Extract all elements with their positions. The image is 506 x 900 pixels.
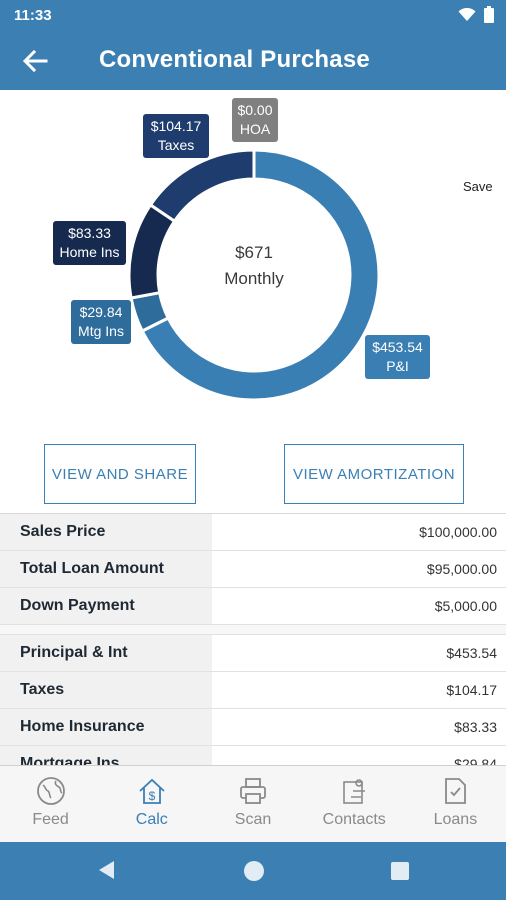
table-row-taxes: Taxes $104.17 (0, 672, 506, 709)
row-label: Mortgage Ins (0, 746, 212, 765)
nav-item-calc[interactable]: $ Calc (101, 766, 202, 842)
table-row-total-loan-amount: Total Loan Amount $95,000.00 (0, 551, 506, 588)
page-title: Conventional Purchase (99, 46, 370, 73)
slice-value-taxes: $104.17 (150, 118, 202, 134)
slice-value-hoa: $0.00 (237, 102, 273, 118)
status-icons (458, 6, 494, 23)
table-row-down-payment: Down Payment $5,000.00 (0, 588, 506, 625)
loan-details-table: Sales Price $100,000.00 Total Loan Amoun… (0, 513, 506, 765)
donut-slice-taxes (148, 148, 256, 224)
battery-icon (484, 6, 494, 23)
nav-label-contacts: Contacts (322, 811, 386, 828)
row-value: $83.33 (454, 719, 497, 735)
table-divider (0, 625, 506, 635)
row-label: Sales Price (0, 514, 212, 550)
slice-name-pi: P&I (386, 358, 409, 374)
table-row-principal-int: Principal & Int $453.54 (0, 635, 506, 672)
system-back-icon[interactable] (96, 859, 116, 881)
back-arrow-icon (22, 50, 48, 72)
row-label: Down Payment (0, 588, 212, 624)
slice-value-pi: $453.54 (372, 339, 423, 355)
slice-name-mtg-ins: Mtg Ins (78, 323, 124, 339)
status-bar: 11:33 (0, 0, 506, 32)
row-value: $29.84 (454, 756, 497, 765)
row-value: $100,000.00 (419, 524, 497, 540)
save-button[interactable]: Save (463, 179, 493, 194)
row-value: $104.17 (446, 682, 497, 698)
table-row-home-insurance: Home Insurance $83.33 (0, 709, 506, 746)
system-nav-bar (0, 842, 506, 900)
calculator-house-icon: $ (139, 778, 165, 804)
nav-item-loans[interactable]: Loans (405, 766, 506, 842)
slice-label-home-ins: $83.33 Home Ins (53, 221, 126, 265)
view-and-share-button[interactable]: VIEW AND SHARE (44, 444, 196, 504)
nav-item-contacts[interactable]: Contacts (304, 766, 405, 842)
nav-label-scan: Scan (234, 811, 272, 828)
slice-name-home-ins: Home Ins (59, 244, 120, 260)
row-label: Home Insurance (0, 709, 212, 745)
payment-chart: $671 Monthly $0.00 HOA $104.17 Taxes $83… (0, 90, 506, 430)
slice-name-taxes: Taxes (157, 137, 195, 153)
slice-value-mtg-ins: $29.84 (79, 304, 123, 320)
slice-label-taxes: $104.17 Taxes (143, 114, 209, 158)
monthly-total-label: Monthly (224, 269, 284, 288)
contacts-icon (343, 779, 366, 804)
donut-slice-home-ins (127, 202, 177, 300)
document-check-icon (445, 778, 467, 804)
row-label: Taxes (0, 672, 212, 708)
bottom-nav: Feed $ Calc Scan Contacts Loans (0, 765, 506, 842)
app-bar: Conventional Purchase (0, 32, 506, 90)
monthly-total-amount: $671 (235, 243, 273, 262)
nav-label-feed: Feed (32, 811, 69, 828)
globe-icon (36, 777, 65, 805)
svg-text:$: $ (148, 789, 155, 803)
nav-item-scan[interactable]: Scan (202, 766, 303, 842)
slice-label-hoa: $0.00 HOA (232, 98, 278, 142)
slice-value-home-ins: $83.33 (68, 225, 111, 241)
slice-label-pi: $453.54 P&I (365, 335, 430, 379)
nav-item-feed[interactable]: Feed (0, 766, 101, 842)
table-row-mortgage-ins: Mortgage Ins $29.84 (0, 746, 506, 765)
payment-donut-chart (127, 148, 381, 402)
row-label: Total Loan Amount (0, 551, 212, 587)
system-recents-icon[interactable] (390, 861, 410, 881)
back-button[interactable] (18, 46, 52, 76)
row-label: Principal & Int (0, 635, 212, 671)
wifi-icon (458, 7, 476, 21)
donut-slice-p-i (140, 148, 381, 402)
view-amortization-button[interactable]: VIEW AMORTIZATION (284, 444, 464, 504)
table-row-sales-price: Sales Price $100,000.00 (0, 514, 506, 551)
printer-icon (240, 778, 266, 804)
nav-label-loans: Loans (433, 811, 478, 828)
slice-label-mtg-ins: $29.84 Mtg Ins (71, 300, 131, 344)
slice-name-hoa: HOA (239, 121, 271, 137)
row-value: $453.54 (446, 645, 497, 661)
status-time: 11:33 (14, 7, 52, 24)
row-value: $5,000.00 (434, 598, 497, 614)
nav-label-calc: Calc (135, 811, 168, 828)
row-value: $95,000.00 (426, 561, 497, 577)
system-home-icon[interactable] (242, 859, 266, 883)
